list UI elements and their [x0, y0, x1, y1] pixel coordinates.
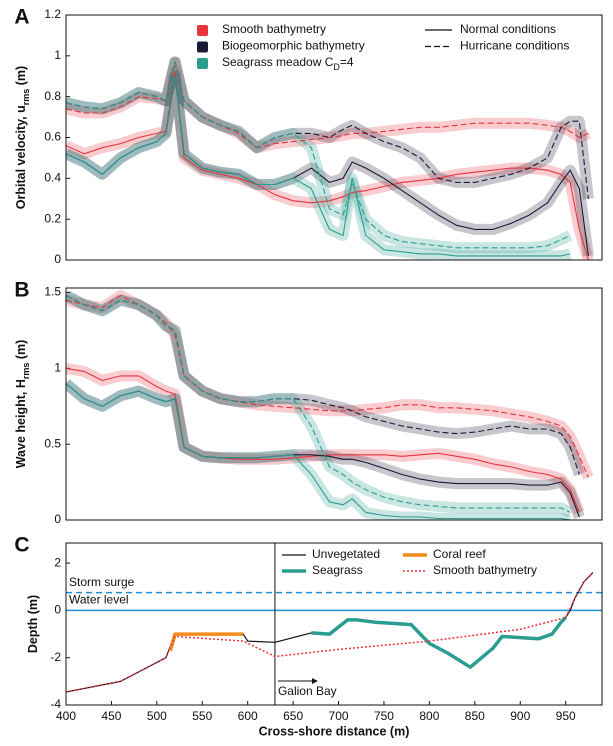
- uncertainty-band: [66, 56, 573, 254]
- y-tick-label: 1: [54, 48, 61, 62]
- label-text: Seagrass meadow C: [222, 55, 334, 69]
- series-line: [311, 616, 567, 669]
- y-tick-label: 0.6: [44, 130, 61, 144]
- annotation: Galion Bay: [278, 684, 337, 698]
- y-tick-label: 1: [54, 361, 61, 375]
- series-line: [66, 61, 589, 149]
- x-tick-label: 700: [329, 709, 349, 723]
- label-text: Biogeomorphic bathymetry: [222, 39, 365, 53]
- legend-swatch: [197, 41, 208, 53]
- series-line: [66, 572, 594, 693]
- x-tick-label: 750: [374, 709, 394, 723]
- label-text: Wave height, H: [14, 379, 28, 468]
- label-text: Depth (m): [26, 595, 40, 653]
- plot-frame: [65, 14, 603, 261]
- legend-label: Hurricane conditions: [460, 39, 569, 53]
- y-axis-label: Depth (m): [26, 595, 40, 653]
- y-tick-label: 0.4: [44, 171, 61, 185]
- series-line: [66, 295, 589, 478]
- x-tick-label: 950: [556, 709, 576, 723]
- legend-label: Coral reef: [433, 547, 486, 561]
- label-suffix: (m): [14, 66, 28, 89]
- y-tick-label: 2: [54, 555, 61, 569]
- series-line: [66, 367, 580, 513]
- legend-swatch: [197, 58, 208, 69]
- legend-label: Normal conditions: [460, 22, 556, 36]
- x-tick-label: 400: [56, 709, 76, 723]
- label-sub: rms: [21, 89, 31, 106]
- panel-label: A: [14, 6, 29, 29]
- x-tick-label: 500: [147, 709, 167, 723]
- x-tick-label: 650: [283, 709, 303, 723]
- series-line: [66, 383, 571, 520]
- legend-swatch: [197, 25, 208, 36]
- x-tick-label: 900: [510, 709, 530, 723]
- legend-label: Smooth bathymetry: [222, 22, 326, 36]
- legend-label: Seagrass: [312, 563, 363, 577]
- legend-label: Biogeomorphic bathymetry: [222, 39, 365, 53]
- label-suffix: =4: [340, 55, 354, 69]
- label-sub: D: [333, 62, 340, 72]
- y-tick-label: 0: [54, 252, 61, 266]
- y-axis-label: Orbital velocity, urms (m): [14, 66, 31, 209]
- series-line: [66, 75, 571, 257]
- panel-label: B: [14, 279, 29, 302]
- y-axis-label: Wave height, Hrms (m): [14, 340, 31, 469]
- panel-label: C: [14, 534, 29, 557]
- arrow-head: [311, 678, 318, 684]
- legend-label: Seagrass meadow CD=4: [222, 55, 354, 72]
- series-line: [66, 295, 571, 513]
- y-tick-label: -4: [50, 697, 61, 711]
- reference-label: Water level: [69, 593, 129, 607]
- y-tick-label: 0.2: [44, 211, 61, 225]
- label-suffix: (m): [14, 340, 28, 363]
- x-axis-label: Cross-shore distance (m): [259, 724, 410, 738]
- legend-label: Smooth bathymetry: [433, 563, 537, 577]
- reference-label: Storm surge: [69, 575, 135, 589]
- series-line: [66, 71, 589, 260]
- x-tick-label: 550: [192, 709, 212, 723]
- y-tick-label: 0.8: [44, 89, 61, 103]
- x-tick-label: 850: [465, 709, 485, 723]
- label-text: Orbital velocity, u: [14, 105, 28, 209]
- x-tick-label: 600: [238, 709, 258, 723]
- label-text: Smooth bathymetry: [222, 22, 326, 36]
- y-tick-label: 1.5: [44, 285, 61, 299]
- plot-frame: [65, 542, 603, 706]
- x-tick-label: 450: [101, 709, 121, 723]
- y-tick-label: 1.2: [44, 7, 61, 21]
- y-tick-label: -2: [50, 650, 61, 664]
- y-tick-label: 0: [54, 512, 61, 526]
- legend-label: Unvegetated: [312, 547, 380, 561]
- label-sub: rms: [21, 363, 31, 380]
- y-tick-label: 0: [54, 603, 61, 617]
- y-tick-label: 0.5: [44, 436, 61, 450]
- plot-frame: [65, 287, 603, 521]
- x-tick-label: 800: [419, 709, 439, 723]
